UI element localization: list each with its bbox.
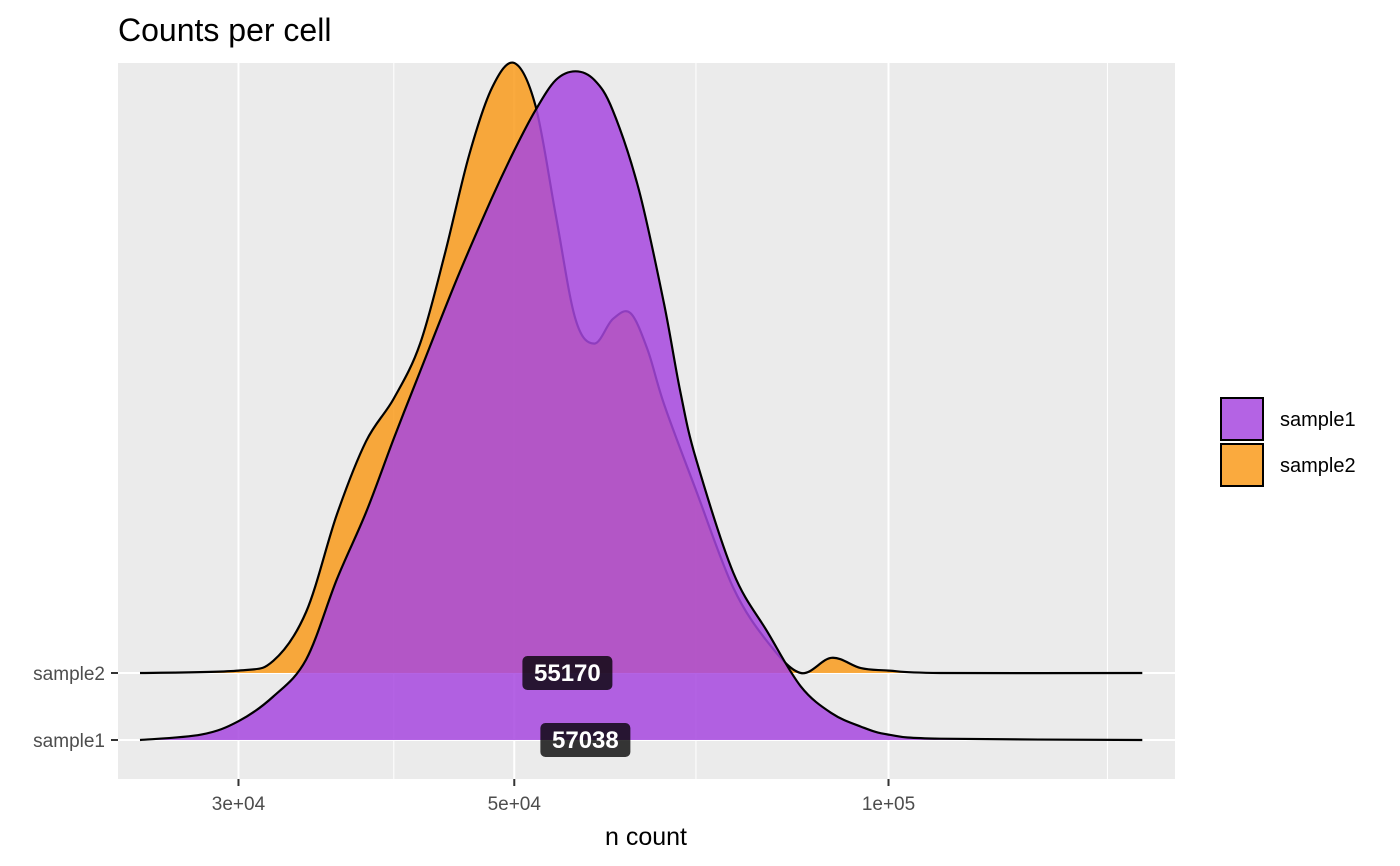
median-labels: 57038 55170	[522, 656, 631, 757]
x-tick-label: 5e+04	[488, 794, 542, 815]
density-ridges	[139, 61, 1143, 742]
legend-label-sample1: sample1	[1280, 409, 1356, 431]
legend: sample1 sample2	[1220, 397, 1356, 487]
y-tick-label: sample1	[33, 731, 105, 752]
x-axis: 3e+04 5e+04 1e+05	[212, 779, 915, 815]
median-label-bg	[522, 656, 613, 690]
x-axis-title: n count	[605, 823, 687, 851]
median-label-sample1: 57038	[552, 727, 619, 754]
legend-label-sample2: sample2	[1280, 455, 1356, 477]
median-label-sample2: 55170	[534, 660, 601, 687]
y-tick-label: sample2	[33, 664, 105, 685]
x-tick-label: 3e+04	[212, 794, 266, 815]
chart-title: Counts per cell	[118, 12, 331, 48]
density-area-sample1	[140, 71, 1143, 741]
legend-key-sample1	[1220, 397, 1264, 441]
median-label-bg	[540, 723, 631, 757]
legend-key-sample2	[1220, 443, 1264, 487]
y-axis: sample1 sample2	[33, 664, 118, 752]
density-outline-sample1	[139, 70, 1143, 742]
x-tick-label: 1e+05	[862, 794, 915, 815]
